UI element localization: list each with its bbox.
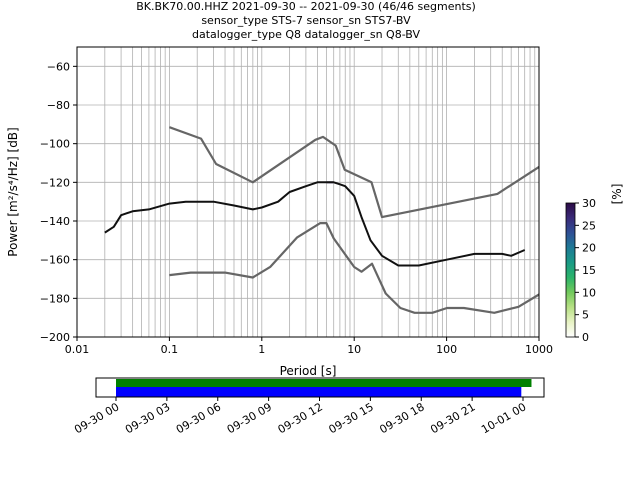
y-tick-label: −140 [40,215,70,228]
x-tick-label: 1 [258,343,265,356]
colorbar-tick-label: 30 [582,197,596,210]
timeline-plot: 09-30 00 09-30 03 09-30 06 09-30 09 09-30 12… [72,377,545,436]
timeline-tick-label: 09-30 03 [123,400,172,436]
data-coverage-bar [116,379,532,387]
title-line: BK.BK70.00.HHZ 2021-09-30 -- 2021-09-30 … [136,0,476,13]
y-tick-label: −200 [40,331,70,344]
timeline-tick-label: 09-30 00 [72,400,121,436]
timeline-tick-label: 09-30 06 [174,400,223,436]
title-line: sensor_type STS-7 sensor_sn STS7-BV [201,14,411,27]
colorbar-tick-label: 0 [582,331,589,344]
timeline-tick-label: 09-30 12 [276,400,325,436]
y-tick-label: −120 [40,176,70,189]
noise-model-low-line [169,222,540,314]
timeline-tick-label: 09-30 09 [225,400,274,436]
colorbar-fill [565,202,576,338]
psd-segments-bar [116,387,522,397]
plot-frame [76,46,540,338]
x-tick-label: 1000 [525,343,553,356]
figure-title: BK.BK70.00.HHZ 2021-09-30 -- 2021-09-30 … [136,0,476,41]
timeline-tick-label: 10-01 00 [479,400,528,436]
colorbar-tick-label: 15 [582,264,596,277]
x-tick-label: 0.1 [161,343,179,356]
title-line: datalogger_type Q8 datalogger_sn Q8-BV [192,28,420,41]
ppsd-plot: 0.01 0.1 1 10 100 1000 −200 −180 −160 −140 −120 −10… [6,46,553,378]
colorbar-tick-label: 20 [582,242,596,255]
y-tick-label: −160 [40,254,70,267]
x-tick-label: 0.01 [65,343,90,356]
x-tick-label: 100 [436,343,457,356]
colorbar-tick-label: 10 [582,286,596,299]
y-tick-label: −180 [40,292,70,305]
x-axis-label: Period [s] [280,364,337,378]
y-tick-label: −60 [47,60,70,73]
mean-line [104,181,526,267]
y-axis-label: Power [m²/s⁴/Hz] [dB] [6,127,20,256]
y-tick-label: −100 [40,138,70,151]
y-tick-label: −80 [47,99,70,112]
colorbar-tick-label: 5 [582,309,589,322]
colorbar-label: [%] [610,184,624,205]
timeline-tick-label: 09-30 15 [327,400,376,436]
colorbar: 0 5 10 15 20 25 30 [%] [565,184,624,344]
noise-model-high-line [169,126,540,219]
plot-background [77,47,539,337]
timeline-tick-label: 09-30 21 [428,400,477,436]
x-tick-label: 10 [347,343,361,356]
colorbar-tick-label: 25 [582,219,596,232]
timeline-tick-label: 09-30 18 [377,400,426,436]
